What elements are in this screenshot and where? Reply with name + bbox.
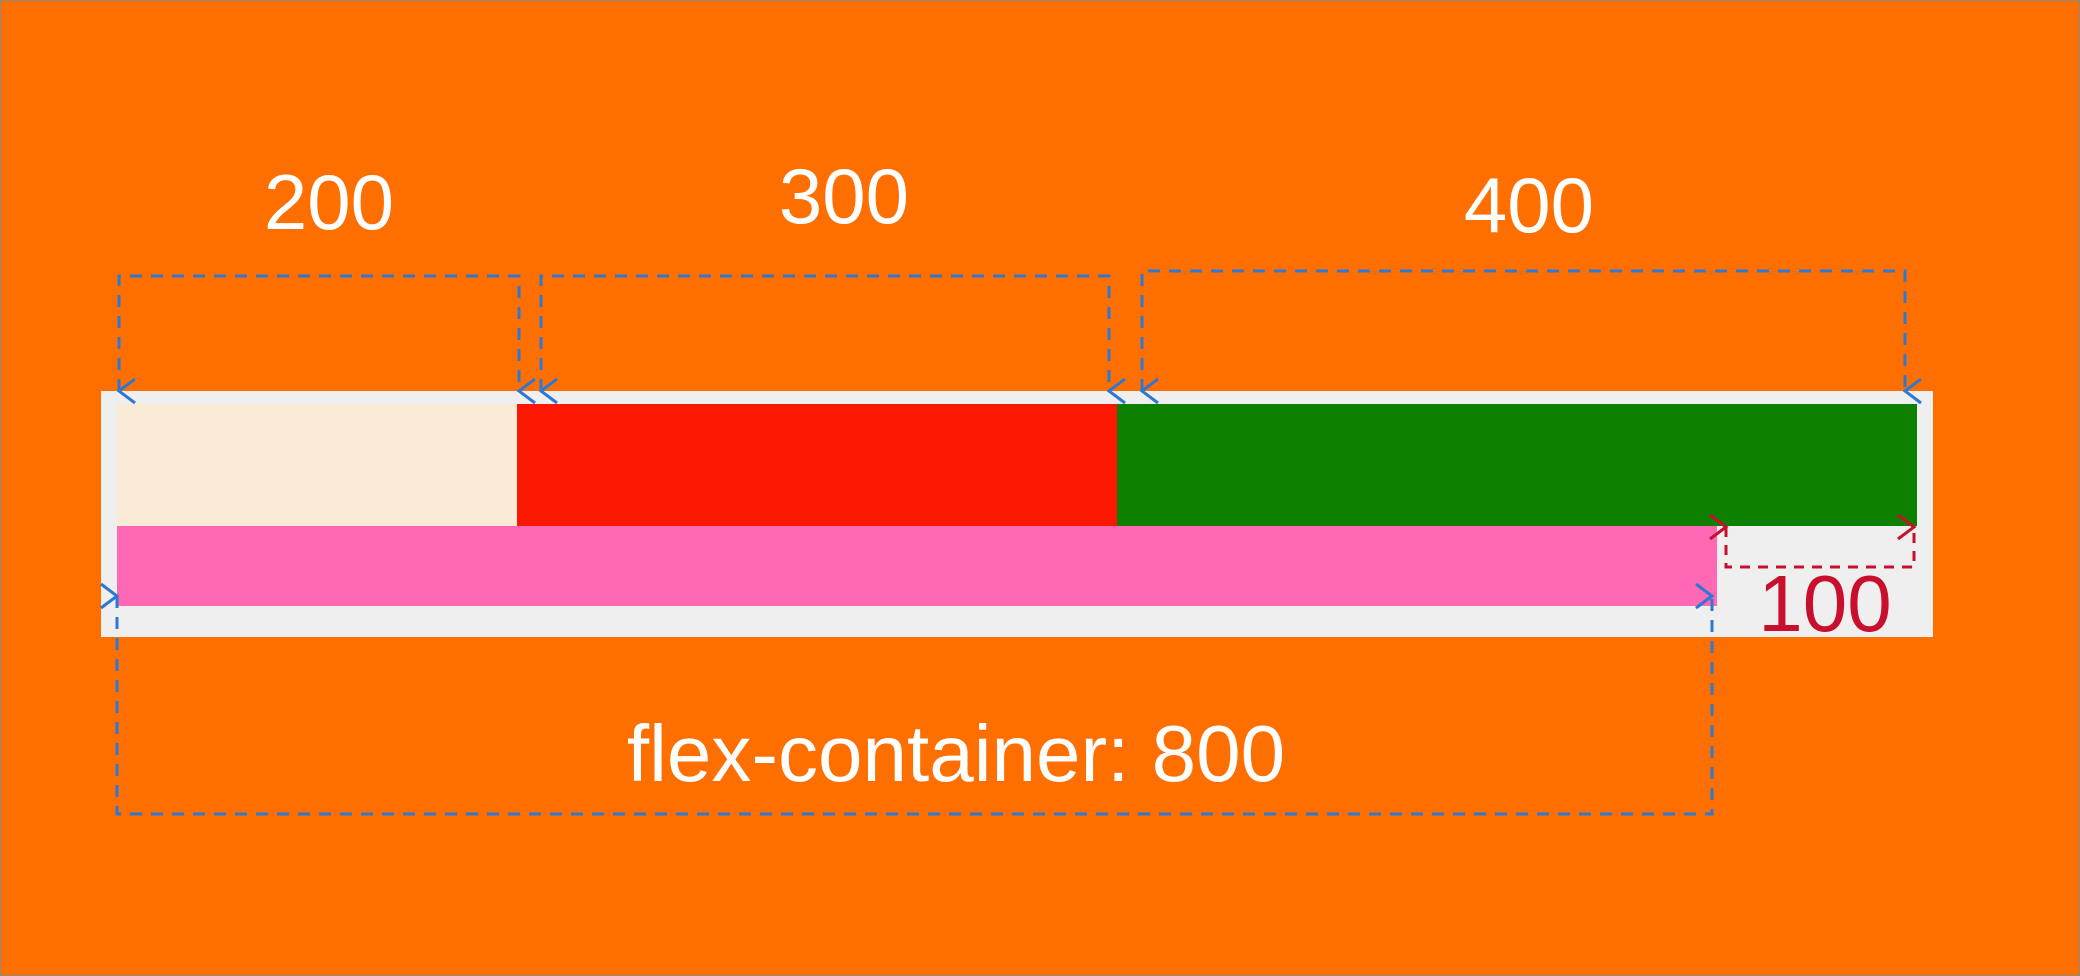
flex-container-bar bbox=[117, 526, 1717, 606]
container-width-label: flex-container: 800 bbox=[627, 709, 1285, 798]
item-2-width-label: 300 bbox=[779, 152, 909, 240]
flex-item-3 bbox=[1117, 404, 1917, 526]
item-3-width-label: 400 bbox=[1464, 161, 1594, 249]
overflow-width-label: 100 bbox=[1758, 559, 1891, 648]
item-2-dimension-bracket bbox=[538, 274, 1126, 405]
flex-item-1 bbox=[117, 404, 517, 526]
overflow-dimension-bracket bbox=[1709, 513, 1917, 569]
item-1-width-label: 200 bbox=[264, 158, 394, 246]
container-dimension-bracket bbox=[100, 582, 1715, 816]
item-1-dimension-bracket bbox=[116, 274, 536, 405]
flex-item-2 bbox=[517, 404, 1117, 526]
